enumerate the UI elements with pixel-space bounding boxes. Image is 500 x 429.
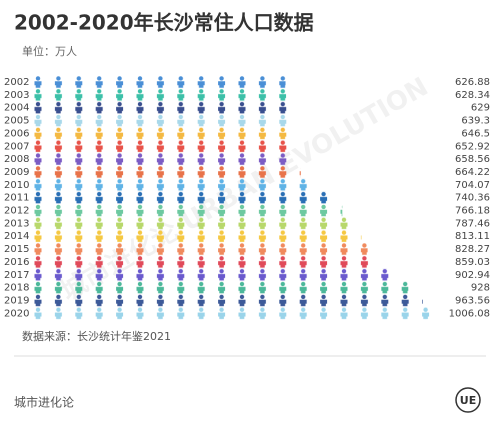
year-label: 2019 — [4, 295, 29, 306]
icon-row — [30, 255, 381, 268]
icon-row — [30, 191, 332, 204]
icon-row — [30, 127, 294, 140]
icon-row — [30, 268, 399, 281]
logo-ring — [455, 387, 481, 413]
year-label: 2013 — [4, 218, 29, 229]
year-label: 2012 — [4, 206, 29, 217]
value-label: 652.92 — [455, 141, 490, 152]
unit-label: 单位：万人 — [22, 44, 77, 58]
icon-row — [30, 217, 351, 230]
icon-row — [30, 101, 287, 114]
value-label: 629 — [471, 103, 490, 114]
icon-row — [30, 140, 297, 153]
year-label: 2020 — [4, 308, 29, 319]
year-label: 2007 — [4, 141, 29, 152]
year-label: 2018 — [4, 283, 29, 294]
year-label: 2004 — [4, 103, 29, 114]
value-label: 626.88 — [455, 77, 490, 88]
icon-row — [30, 294, 423, 307]
brand: 城市进化论 — [14, 395, 74, 410]
value-label: 740.36 — [455, 193, 490, 204]
year-label: 2009 — [4, 167, 29, 178]
value-label: 963.56 — [455, 295, 490, 306]
value-label: 766.18 — [455, 206, 490, 217]
year-label: 2005 — [4, 116, 29, 127]
value-label: 628.34 — [455, 90, 490, 101]
icon-row — [30, 230, 362, 243]
icon-row — [30, 307, 441, 320]
value-label: 828.27 — [455, 244, 490, 255]
value-label: 1006.08 — [449, 308, 490, 319]
value-label: 928 — [471, 283, 490, 294]
value-label: 704.07 — [455, 180, 490, 191]
value-label: 639.3 — [461, 116, 490, 127]
value-label: 658.56 — [455, 154, 490, 165]
icon-row — [30, 76, 286, 88]
icon-row — [30, 88, 287, 101]
year-label: 2017 — [4, 270, 29, 281]
value-label: 902.94 — [455, 270, 490, 281]
year-label: 2010 — [4, 180, 29, 191]
logo: UE — [460, 394, 476, 407]
icon-row — [30, 178, 317, 191]
icon-row — [30, 204, 343, 217]
chart-title: 2002-2020年长沙常住人口数据 — [14, 11, 314, 35]
year-label: 2016 — [4, 257, 29, 268]
year-label: 2006 — [4, 128, 29, 139]
year-label: 2015 — [4, 244, 29, 255]
icon-row — [30, 114, 291, 127]
icon-row — [30, 281, 409, 294]
value-label: 859.03 — [455, 257, 490, 268]
icon-row — [30, 153, 299, 166]
icon-row — [30, 243, 368, 256]
year-label: 2003 — [4, 90, 29, 101]
value-label: 664.22 — [455, 167, 490, 178]
icon-row — [30, 165, 301, 178]
year-label: 2014 — [4, 231, 29, 242]
value-label: 787.46 — [455, 218, 490, 229]
year-label: 2008 — [4, 154, 29, 165]
year-label: 2002 — [4, 77, 29, 88]
value-label: 646.5 — [461, 128, 490, 139]
year-label: 2011 — [4, 193, 29, 204]
source: 数据来源：长沙统计年鉴2021 — [22, 329, 171, 343]
value-label: 813.11 — [455, 231, 490, 242]
